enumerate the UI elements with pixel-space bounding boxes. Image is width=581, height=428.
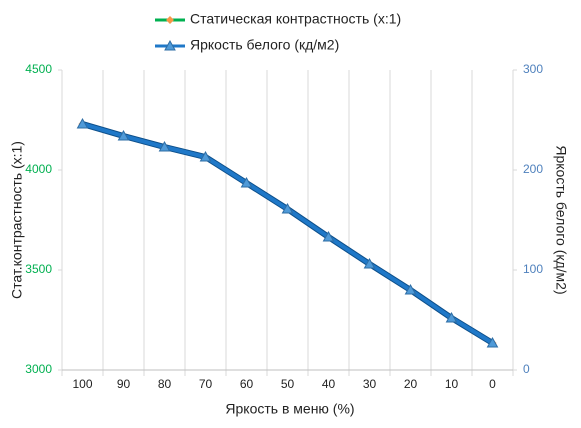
x-tick-label: 80 — [158, 377, 172, 391]
marker — [445, 311, 458, 323]
x-tick-label: 70 — [199, 377, 213, 391]
marker — [281, 202, 294, 214]
x-tick-label: 20 — [404, 377, 418, 391]
y2-tick-label: 0 — [523, 362, 530, 376]
marker — [76, 117, 89, 129]
y2-tick-label: 200 — [523, 162, 543, 176]
y-tick-label: 3500 — [25, 262, 52, 276]
x-tick-label: 50 — [281, 377, 295, 391]
legend-marker — [166, 16, 174, 24]
marker — [117, 129, 130, 141]
y-tick-label: 4500 — [25, 62, 52, 76]
marker — [158, 140, 171, 152]
marker — [199, 150, 212, 162]
x-tick-label: 0 — [489, 377, 496, 391]
x-tick-label: 90 — [117, 377, 131, 391]
x-tick-label: 40 — [322, 377, 336, 391]
y2-axis-title: Яркость белого (кд/м2) — [553, 145, 569, 294]
x-axis-title: Яркость в меню (%) — [225, 401, 354, 417]
y-tick-label: 3000 — [25, 362, 52, 376]
x-tick-label: 100 — [72, 377, 92, 391]
y-tick-label: 4000 — [25, 162, 52, 176]
marker — [486, 336, 499, 348]
legend-marker — [164, 39, 176, 51]
marker — [363, 257, 376, 269]
legend-label: Яркость белого (кд/м2) — [190, 37, 339, 53]
x-tick-label: 10 — [445, 377, 459, 391]
marker — [404, 283, 417, 295]
marker — [322, 230, 335, 242]
marker — [240, 176, 253, 188]
x-tick-label: 30 — [363, 377, 377, 391]
x-tick-label: 60 — [240, 377, 254, 391]
y-axis-title: Стат.контрастность (x:1) — [9, 141, 25, 299]
y2-tick-label: 100 — [523, 262, 543, 276]
y2-tick-label: 300 — [523, 62, 543, 76]
legend-label: Статическая контрастность (x:1) — [190, 11, 401, 27]
